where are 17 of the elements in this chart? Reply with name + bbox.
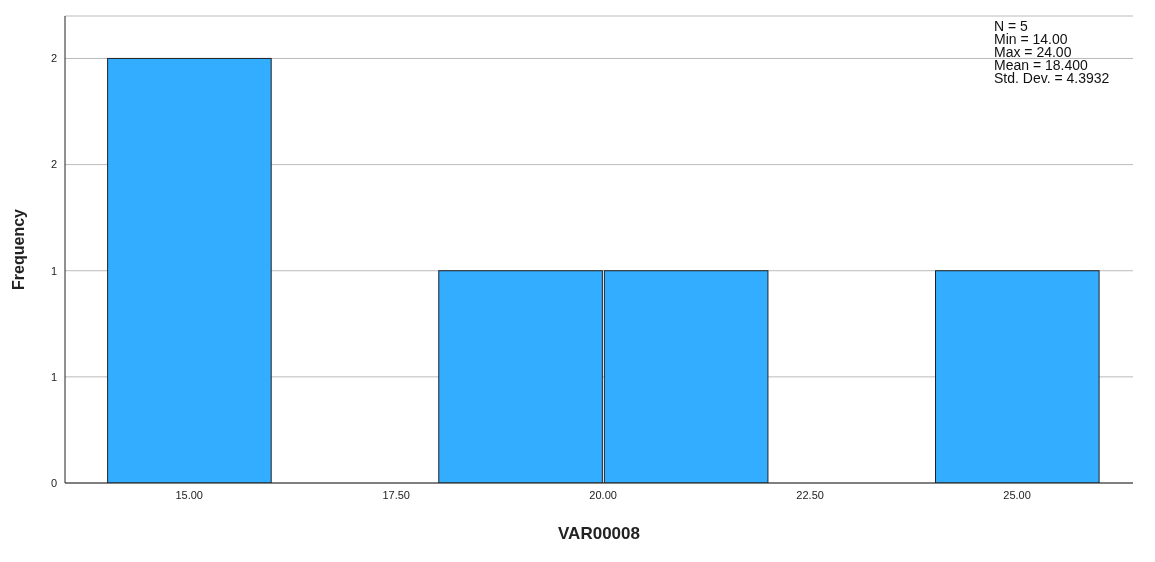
annotation: Mean = 18.400 — [994, 57, 1089, 73]
annotation: Min = 14.00 — [994, 31, 1069, 47]
annotation: Std. Dev. = 4.3932 — [994, 70, 1110, 86]
x-tick-label: 22.50 — [796, 488, 824, 501]
x-axis-title: VAR00008 — [558, 524, 640, 543]
annotation: N = 5 — [994, 18, 1029, 34]
x-tick-label: 20.00 — [589, 488, 617, 501]
y-tick-label: 2 — [50, 158, 57, 171]
annotation: Max = 24.00 — [994, 44, 1073, 60]
y-tick-label: 2 — [50, 52, 57, 65]
x-tick-label: 25.00 — [1003, 488, 1031, 501]
y-tick-label: 0 — [50, 476, 57, 489]
x-tick-label: 17.50 — [382, 488, 410, 501]
y-tick-label: 1 — [50, 370, 57, 383]
y-axis-title: Frequency — [9, 208, 27, 290]
y-tick-label: 1 — [50, 264, 57, 277]
x-tick-label: 15.00 — [175, 488, 203, 501]
